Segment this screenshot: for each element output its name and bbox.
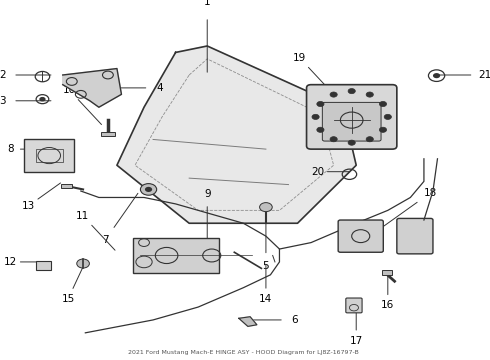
Circle shape: [379, 127, 387, 132]
Text: 21: 21: [478, 70, 490, 80]
FancyBboxPatch shape: [346, 298, 362, 313]
FancyBboxPatch shape: [397, 219, 433, 254]
Circle shape: [317, 102, 324, 107]
Text: 12: 12: [4, 257, 17, 267]
Text: 7: 7: [102, 235, 108, 245]
Text: 15: 15: [62, 294, 75, 304]
FancyBboxPatch shape: [322, 102, 381, 141]
Bar: [36, 261, 51, 270]
Circle shape: [330, 137, 337, 142]
Text: 8: 8: [7, 144, 14, 154]
FancyBboxPatch shape: [307, 85, 397, 149]
Text: 2021 Ford Mustang Mach-E HINGE ASY - HOOD Diagram for LJ8Z-16797-B: 2021 Ford Mustang Mach-E HINGE ASY - HOO…: [128, 350, 359, 355]
Circle shape: [317, 127, 324, 132]
Circle shape: [312, 114, 319, 120]
Circle shape: [348, 89, 355, 94]
Circle shape: [145, 187, 152, 192]
Text: 14: 14: [259, 294, 272, 304]
Circle shape: [379, 102, 387, 107]
Bar: [101, 132, 115, 136]
Text: 1: 1: [204, 0, 211, 6]
FancyBboxPatch shape: [24, 139, 74, 172]
Text: 19: 19: [293, 53, 306, 63]
Polygon shape: [239, 317, 257, 327]
Text: 16: 16: [381, 300, 394, 310]
Circle shape: [366, 137, 373, 142]
Bar: [60, 184, 72, 188]
Text: 18: 18: [424, 188, 437, 198]
Text: 3: 3: [0, 96, 5, 106]
Text: 9: 9: [204, 189, 211, 199]
Circle shape: [39, 97, 46, 102]
Text: 20: 20: [311, 167, 324, 177]
Text: 10: 10: [63, 85, 75, 95]
Circle shape: [348, 140, 355, 145]
Circle shape: [433, 73, 440, 78]
Circle shape: [366, 92, 373, 97]
Polygon shape: [117, 46, 356, 223]
Bar: [382, 270, 392, 275]
Text: 11: 11: [76, 211, 89, 221]
Text: 17: 17: [349, 336, 363, 346]
Bar: [36, 149, 63, 162]
Text: 4: 4: [156, 83, 163, 93]
Circle shape: [384, 114, 392, 120]
Circle shape: [141, 184, 157, 195]
Circle shape: [77, 259, 89, 268]
Text: 6: 6: [292, 315, 298, 325]
Text: 5: 5: [263, 261, 269, 271]
Circle shape: [260, 203, 272, 212]
FancyBboxPatch shape: [133, 238, 219, 273]
Text: 2: 2: [0, 70, 5, 80]
Polygon shape: [63, 68, 122, 107]
Text: 13: 13: [22, 201, 35, 211]
Circle shape: [330, 92, 337, 97]
FancyBboxPatch shape: [338, 220, 383, 252]
